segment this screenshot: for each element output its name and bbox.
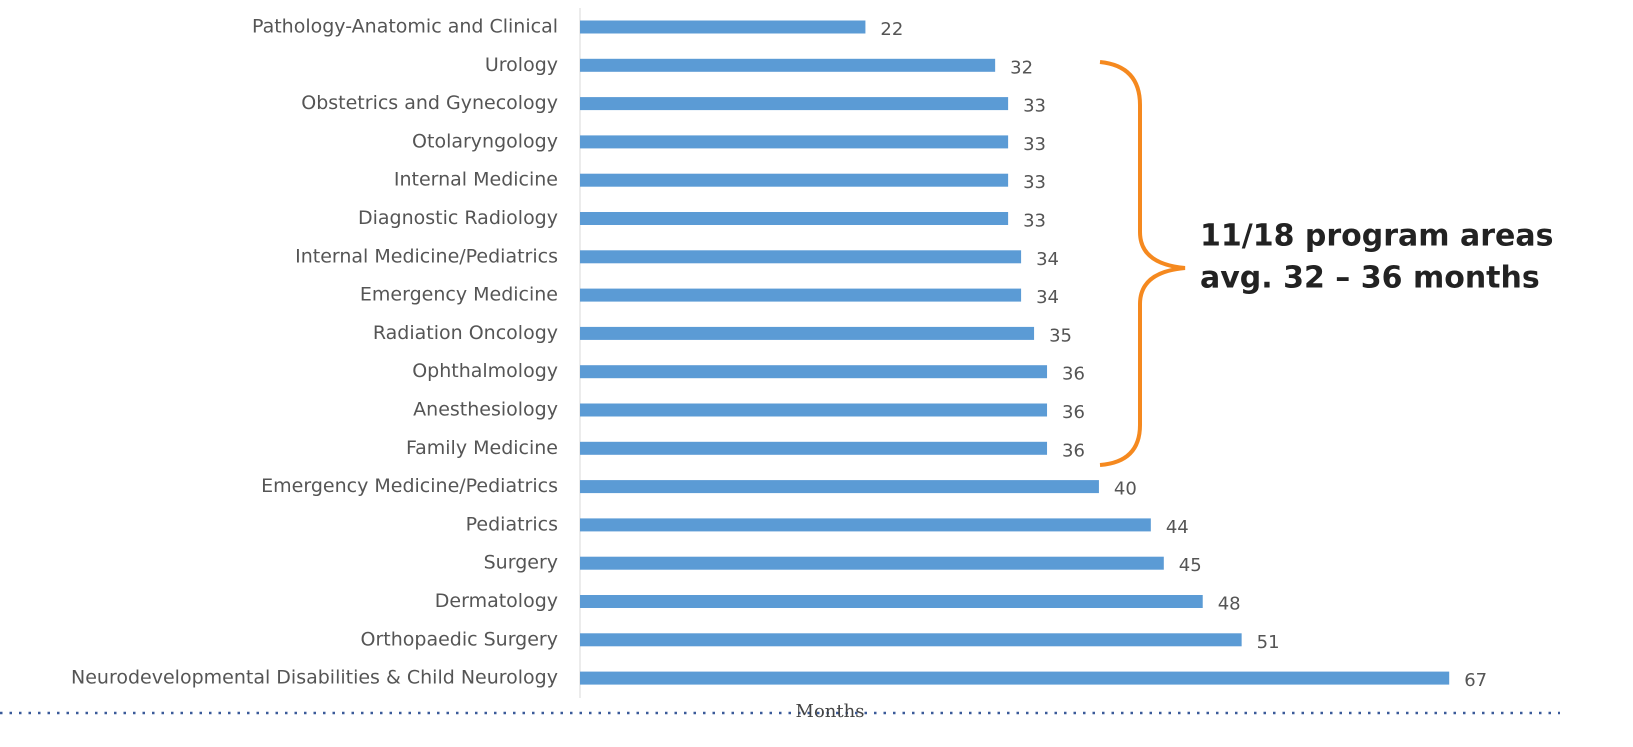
value-label: 35	[1049, 325, 1072, 346]
category-label: Anesthesiology	[413, 399, 558, 421]
category-label: Obstetrics and Gynecology	[301, 92, 558, 114]
value-label: 40	[1114, 479, 1137, 500]
category-label: Surgery	[484, 552, 558, 574]
value-label: 51	[1257, 632, 1280, 653]
category-label: Dermatology	[435, 590, 558, 612]
bar	[580, 518, 1151, 532]
bar	[580, 595, 1203, 608]
brace	[1099, 60, 1186, 467]
category-label: Orthopaedic Surgery	[361, 628, 559, 650]
category-label: Ophthalmology	[412, 360, 558, 382]
value-label: 32	[1010, 57, 1033, 78]
category-label: Radiation Oncology	[373, 322, 558, 344]
bar	[580, 556, 1164, 570]
category-label: Urology	[485, 54, 558, 76]
value-label: 48	[1218, 594, 1241, 615]
bar	[580, 212, 1009, 225]
value-label: 33	[1023, 134, 1046, 155]
annotation: avg. 32 – 36 months	[1200, 261, 1540, 296]
category-label: Internal Medicine	[394, 169, 558, 191]
value-label: 33	[1023, 211, 1046, 232]
value-label: 36	[1062, 402, 1085, 423]
bar	[580, 20, 866, 34]
value-label: 33	[1023, 172, 1046, 193]
value-label: 33	[1023, 96, 1046, 117]
bar	[580, 403, 1048, 417]
value-label: 45	[1179, 555, 1202, 576]
category-label: Neurodevelopmental Disabilities & Child …	[71, 667, 558, 689]
category-label: Pediatrics	[466, 513, 558, 535]
bar	[580, 250, 1022, 264]
value-label: 36	[1062, 440, 1085, 461]
category-label: Emergency Medicine/Pediatrics	[261, 475, 558, 497]
x-axis-label: Months	[796, 701, 865, 722]
bar	[580, 173, 1009, 187]
bar	[580, 135, 1009, 149]
bar	[580, 441, 1048, 455]
bar	[580, 326, 1035, 340]
category-label: Family Medicine	[406, 437, 558, 459]
bar	[580, 671, 1450, 685]
category-label: Pathology-Anatomic and Clinical	[252, 16, 558, 38]
bar	[580, 480, 1099, 494]
bar	[580, 97, 1009, 111]
value-label: 34	[1036, 287, 1059, 308]
bar	[580, 288, 1022, 302]
annotation: 11/18 program areas	[1200, 219, 1553, 254]
bar	[580, 58, 996, 72]
bar	[580, 365, 1048, 379]
category-label: Diagnostic Radiology	[358, 207, 558, 229]
category-label: Internal Medicine/Pediatrics	[295, 245, 558, 267]
bar	[580, 633, 1242, 647]
value-label: 34	[1036, 249, 1059, 270]
category-label: Emergency Medicine	[360, 284, 558, 306]
value-label: 44	[1166, 517, 1189, 538]
value-label: 67	[1464, 670, 1487, 691]
category-label: Otolaryngology	[412, 130, 558, 152]
value-label: 36	[1062, 364, 1085, 385]
value-label: 22	[880, 19, 903, 40]
